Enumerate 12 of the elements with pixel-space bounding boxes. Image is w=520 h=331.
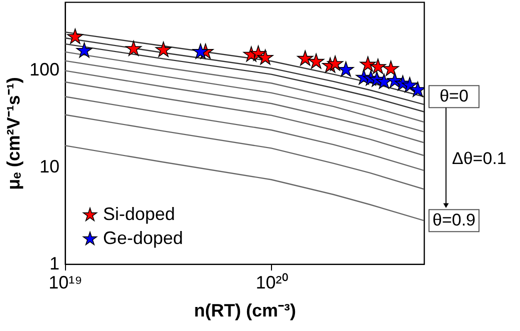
x-tick-label: 10²⁰ <box>256 272 288 292</box>
y-tick-label: 1 <box>49 254 60 274</box>
legend-label: Si-doped <box>103 204 176 224</box>
x-axis-title: n(RT) (cm⁻³) <box>194 300 296 320</box>
x-tick-label: 10¹⁹ <box>48 272 82 292</box>
text: θ=0.9 <box>432 210 476 230</box>
y-tick-label: 10 <box>39 156 60 176</box>
text: θ=0 <box>440 86 468 106</box>
y-axis-title: μₑ (cm²V⁻¹s⁻¹) <box>3 77 24 190</box>
text: Δθ=0.1 <box>452 149 506 168</box>
y-tick-label: 100 <box>29 59 60 80</box>
legend-label: Ge-doped <box>103 228 184 248</box>
